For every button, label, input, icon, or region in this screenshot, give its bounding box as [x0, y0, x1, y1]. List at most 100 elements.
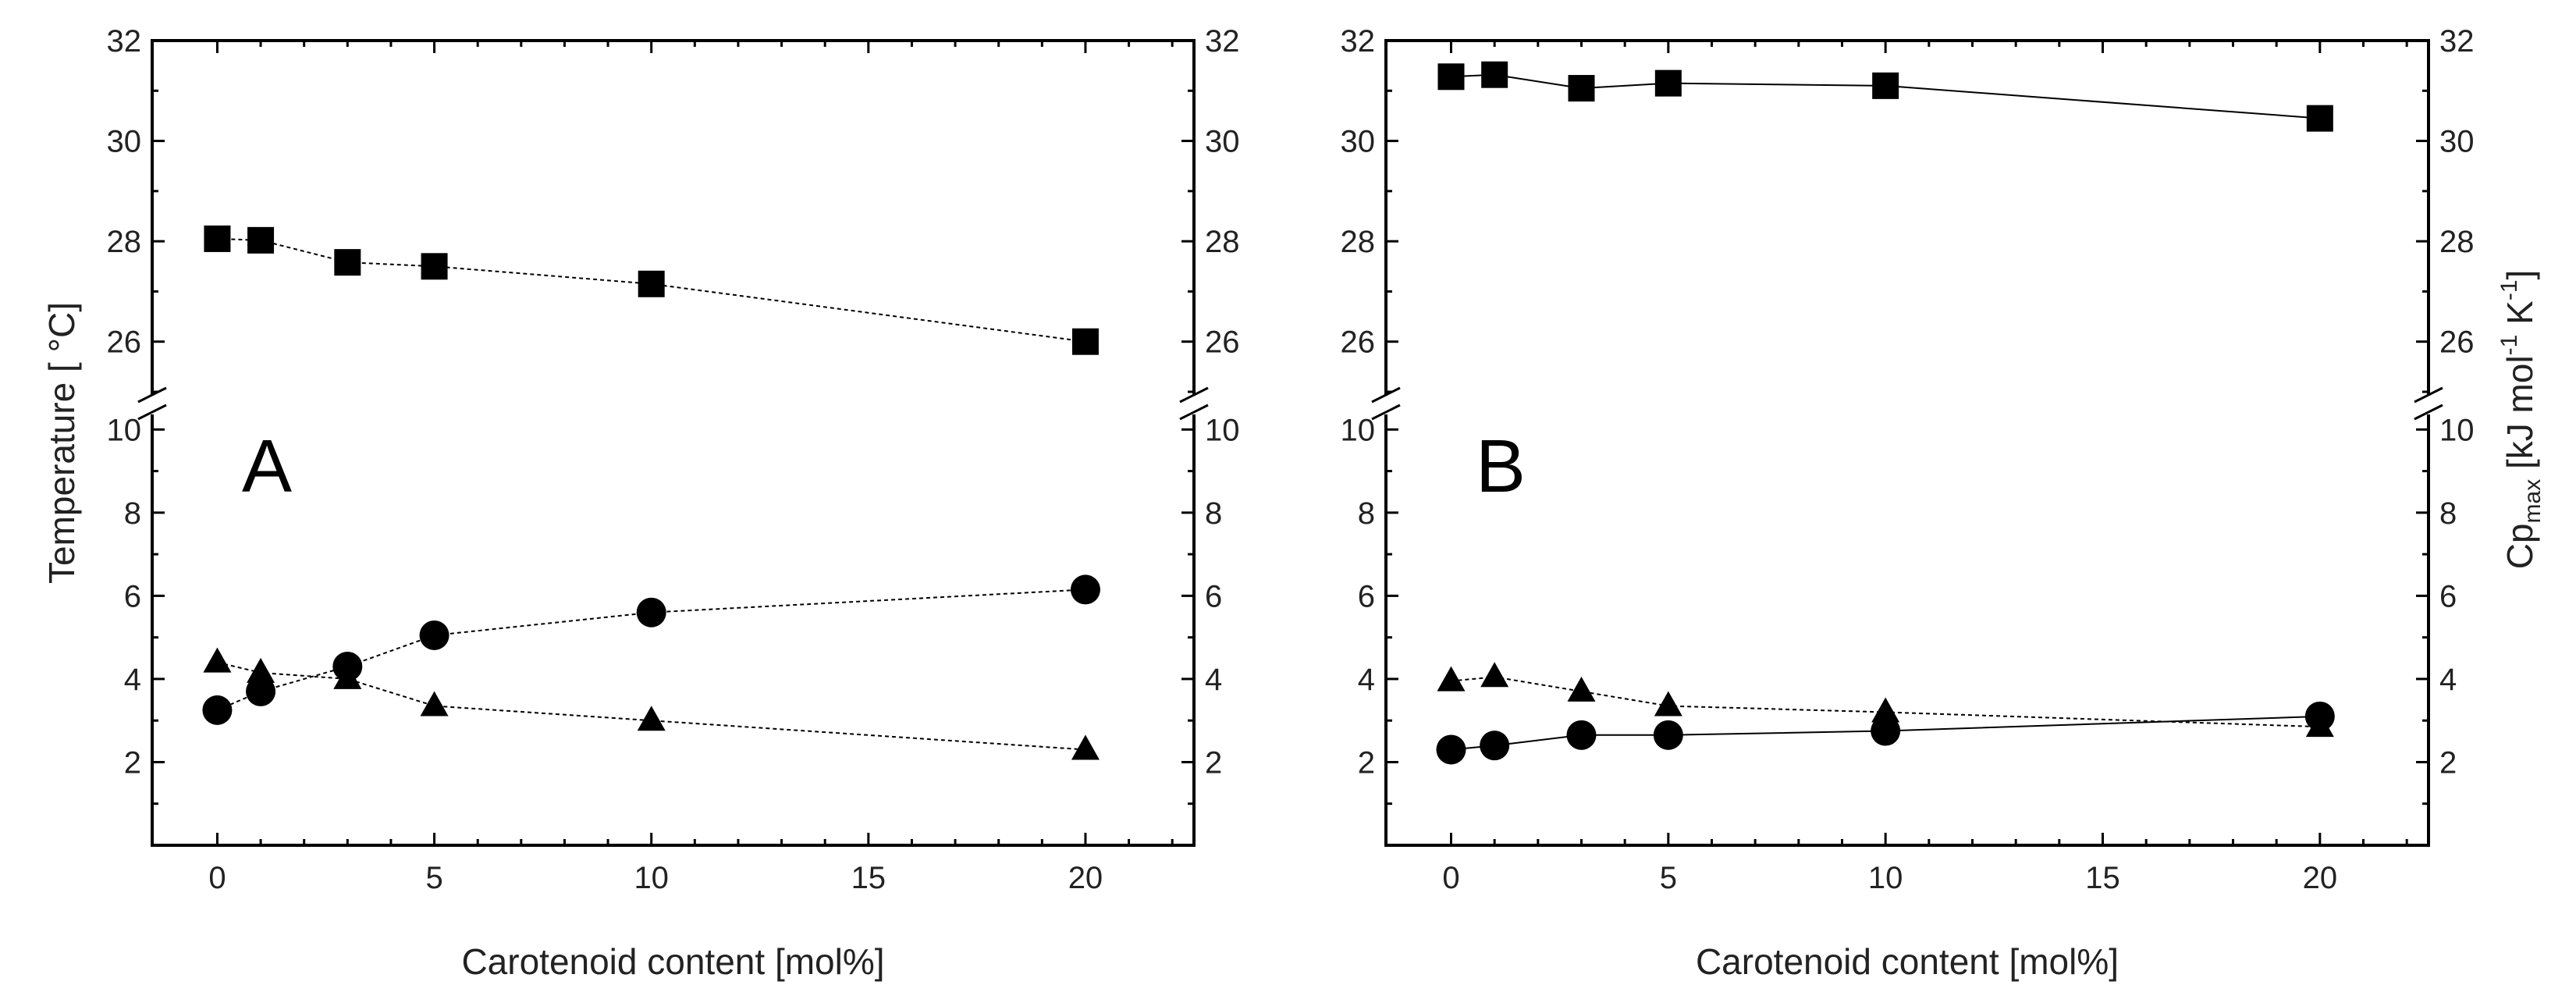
data-point-square [204, 225, 231, 252]
data-point-triangle [420, 691, 449, 716]
y-axis-label-part: ] [2500, 270, 2540, 280]
axis-break-mark [1179, 386, 1209, 404]
y-tick-label: 2 [124, 745, 141, 780]
plot-frame [1384, 39, 2430, 847]
data-point-circle [1871, 716, 1901, 746]
y-tick-label-right: 2 [1205, 745, 1222, 780]
data-point-circle [1436, 734, 1466, 765]
x-axis-label: Carotenoid content [mol%] [461, 941, 884, 982]
axis-break-mark [2414, 404, 2443, 421]
y-tick-label-right: 26 [2439, 325, 2475, 360]
y-tick-label: 8 [124, 496, 141, 531]
data-point-square [247, 226, 275, 254]
y-axis-label-part: max [2520, 479, 2546, 524]
x-axis-label: Carotenoid content [mol%] [1696, 941, 2119, 982]
y-tick-label: 10 [1341, 413, 1376, 447]
y-axis-label: Temperature [ °C] [41, 302, 82, 584]
x-tick-label: 5 [1660, 861, 1677, 895]
data-point-circle [202, 695, 233, 725]
y-tick-label-right: 10 [1205, 413, 1240, 447]
data-point-triangle [1480, 662, 1509, 688]
y-tick-label-right: 2 [2439, 745, 2457, 780]
y-tick-label-right: 32 [2439, 24, 2475, 59]
x-tick-label: 10 [1868, 861, 1903, 895]
y-tick-label: 8 [1358, 496, 1375, 531]
y-axis-label-part: -1 [2496, 279, 2522, 300]
y-tick-label: 28 [1341, 225, 1376, 259]
y-tick-label: 32 [1341, 24, 1376, 59]
x-tick-label: 20 [2303, 861, 2338, 895]
y-tick-label-right: 4 [2439, 663, 2457, 697]
data-point-circle [1480, 731, 1510, 761]
plot-frame [151, 39, 1196, 847]
y-tick-label: 26 [1341, 325, 1376, 360]
y-tick-label-right: 30 [2439, 125, 2475, 159]
data-point-circle [636, 597, 666, 628]
data-point-square [638, 270, 665, 297]
y-axis-label-part: -1 [2496, 335, 2522, 356]
y-axis-label-right: Cpmax [kJ mol-1 K-1] [2496, 270, 2546, 570]
y-tick-label: 26 [107, 325, 142, 360]
data-point-square [1654, 69, 1682, 97]
data-point-square [1071, 328, 1099, 355]
data-point-triangle [1871, 697, 1900, 723]
data-point-square [1568, 75, 1595, 102]
y-tick-label: 32 [107, 24, 142, 59]
y-tick-label-right: 32 [1205, 24, 1240, 59]
data-point-circle [1566, 720, 1597, 750]
data-point-triangle [637, 706, 666, 731]
axis-break-mark [137, 386, 167, 404]
y-tick-label-right: 8 [1205, 496, 1222, 531]
y-tick-label-right: 8 [2439, 496, 2457, 531]
data-point-triangle [247, 657, 275, 683]
y-tick-label: 4 [1358, 663, 1375, 697]
y-tick-label: 30 [1341, 125, 1376, 159]
series-line-circles [217, 588, 1085, 711]
panel-b-chart: 0 5 10 15 20 2 2 4 4 6 6 8 8 10 10 26 26 28 28 30 30 32 32 Caro… [1341, 24, 2546, 982]
y-tick-label: 10 [107, 413, 142, 447]
data-point-circle [246, 676, 276, 706]
y-tick-label: 2 [1358, 745, 1375, 780]
y-tick-label: 6 [1358, 579, 1375, 613]
panel-label: B [1476, 425, 1526, 508]
y-tick-label: 4 [124, 663, 141, 697]
y-tick-label-right: 4 [1205, 663, 1222, 697]
data-point-square [1437, 63, 1465, 91]
data-point-triangle [1071, 734, 1100, 760]
panel-label: A [242, 425, 292, 508]
axis-break-mark [137, 404, 167, 421]
data-point-square [421, 253, 448, 280]
y-axis-label-part: Cp [2500, 523, 2540, 569]
data-point-circle [419, 620, 449, 650]
y-axis-label-part: [kJ mol [2500, 355, 2540, 478]
panel-a-chart: 0 5 10 15 20 2 2 4 4 6 6 8 8 10 10 26 26 28 28 30 30 32 32 Caro… [41, 24, 1240, 982]
y-axis-label-part: K [2500, 300, 2540, 335]
axis-break-mark [1371, 404, 1401, 421]
axis-break-mark [1371, 386, 1401, 404]
axis-break-mark [2414, 386, 2443, 404]
data-point-triangle [333, 663, 362, 689]
data-point-square [2306, 105, 2333, 132]
data-point-square [1872, 72, 1899, 99]
y-tick-label: 28 [107, 225, 142, 259]
data-point-triangle [203, 647, 232, 673]
x-tick-label: 10 [634, 861, 669, 895]
y-tick-label: 6 [124, 579, 141, 613]
y-tick-label-right: 28 [2439, 225, 2475, 259]
y-tick-label-right: 6 [1205, 579, 1222, 613]
x-tick-label: 0 [1442, 861, 1459, 895]
data-point-circle [1070, 574, 1100, 605]
data-point-square [334, 249, 361, 276]
axis-break-mark [1179, 404, 1209, 421]
y-tick-label: 30 [107, 125, 142, 159]
x-tick-label: 0 [208, 861, 226, 895]
y-tick-label-right: 6 [2439, 579, 2457, 613]
data-point-circle [1653, 720, 1683, 750]
x-tick-label: 15 [2085, 861, 2120, 895]
x-tick-label: 20 [1068, 861, 1103, 895]
y-tick-label-right: 28 [1205, 225, 1240, 259]
x-tick-label: 5 [425, 861, 442, 895]
data-point-triangle [1437, 666, 1466, 692]
x-tick-label: 15 [851, 861, 886, 895]
